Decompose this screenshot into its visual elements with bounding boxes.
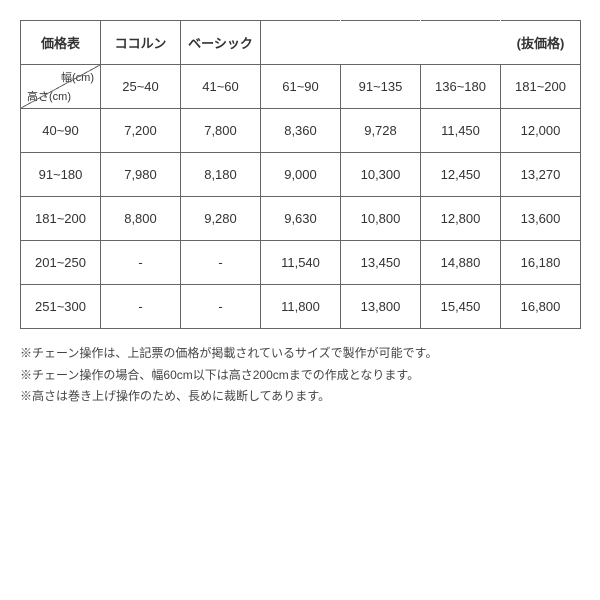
price-cell: 7,800 <box>181 109 261 153</box>
width-range: 181~200 <box>501 65 581 109</box>
height-axis-label: 高さ(cm) <box>27 88 71 104</box>
height-range: 251~300 <box>21 285 101 329</box>
brand-2: ベーシック <box>181 21 261 65</box>
price-cell: 7,980 <box>101 153 181 197</box>
price-cell: 13,600 <box>501 197 581 241</box>
price-cell: 10,300 <box>341 153 421 197</box>
price-cell: - <box>101 241 181 285</box>
header-blank-3 <box>421 21 501 65</box>
price-cell: 8,360 <box>261 109 341 153</box>
width-range: 25~40 <box>101 65 181 109</box>
table-row: 201~250 - - 11,540 13,450 14,880 16,180 <box>21 241 581 285</box>
price-cell: 7,200 <box>101 109 181 153</box>
price-cell: 9,728 <box>341 109 421 153</box>
price-cell: 13,270 <box>501 153 581 197</box>
note-line: ※チェーン操作の場合、幅60cm以下は高さ200cmまでの作成となります。 <box>20 365 580 387</box>
width-range: 91~135 <box>341 65 421 109</box>
table-row: 251~300 - - 11,800 13,800 15,450 16,800 <box>21 285 581 329</box>
price-cell: - <box>181 241 261 285</box>
price-cell: - <box>181 285 261 329</box>
price-table: 価格表 ココルン ベーシック (抜価格) 幅(cm) 高さ(cm) 25~40 … <box>20 20 581 329</box>
table-row: 181~200 8,800 9,280 9,630 10,800 12,800 … <box>21 197 581 241</box>
height-range: 91~180 <box>21 153 101 197</box>
note-line: ※チェーン操作は、上記票の価格が掲載されているサイズで製作が可能です。 <box>20 343 580 365</box>
price-cell: 13,450 <box>341 241 421 285</box>
price-cell: 14,880 <box>421 241 501 285</box>
price-cell: 8,800 <box>101 197 181 241</box>
price-cell: 12,450 <box>421 153 501 197</box>
width-range: 136~180 <box>421 65 501 109</box>
price-cell: 9,000 <box>261 153 341 197</box>
notes-block: ※チェーン操作は、上記票の価格が掲載されているサイズで製作が可能です。 ※チェー… <box>20 343 580 408</box>
price-cell: 9,630 <box>261 197 341 241</box>
width-axis-label: 幅(cm) <box>61 69 94 85</box>
axis-diagonal-cell: 幅(cm) 高さ(cm) <box>21 65 101 109</box>
price-cell: 12,000 <box>501 109 581 153</box>
height-range: 40~90 <box>21 109 101 153</box>
width-range: 61~90 <box>261 65 341 109</box>
price-cell: 11,450 <box>421 109 501 153</box>
header-row: 価格表 ココルン ベーシック (抜価格) <box>21 21 581 65</box>
table-row: 40~90 7,200 7,800 8,360 9,728 11,450 12,… <box>21 109 581 153</box>
price-cell: - <box>101 285 181 329</box>
axis-row: 幅(cm) 高さ(cm) 25~40 41~60 61~90 91~135 13… <box>21 65 581 109</box>
header-blank-1 <box>261 21 341 65</box>
price-cell: 16,800 <box>501 285 581 329</box>
brand-1: ココルン <box>101 21 181 65</box>
price-cell: 16,180 <box>501 241 581 285</box>
table-row: 91~180 7,980 8,180 9,000 10,300 12,450 1… <box>21 153 581 197</box>
price-cell: 10,800 <box>341 197 421 241</box>
height-range: 201~250 <box>21 241 101 285</box>
width-range: 41~60 <box>181 65 261 109</box>
height-range: 181~200 <box>21 197 101 241</box>
note-line: ※高さは巻き上げ操作のため、長めに裁断してあります。 <box>20 386 580 408</box>
price-cell: 9,280 <box>181 197 261 241</box>
header-blank-2 <box>341 21 421 65</box>
price-cell: 13,800 <box>341 285 421 329</box>
price-cell: 8,180 <box>181 153 261 197</box>
price-cell: 11,800 <box>261 285 341 329</box>
price-cell: 11,540 <box>261 241 341 285</box>
price-cell: 15,450 <box>421 285 501 329</box>
table-title: 価格表 <box>21 21 101 65</box>
tax-note: (抜価格) <box>501 21 581 65</box>
price-cell: 12,800 <box>421 197 501 241</box>
